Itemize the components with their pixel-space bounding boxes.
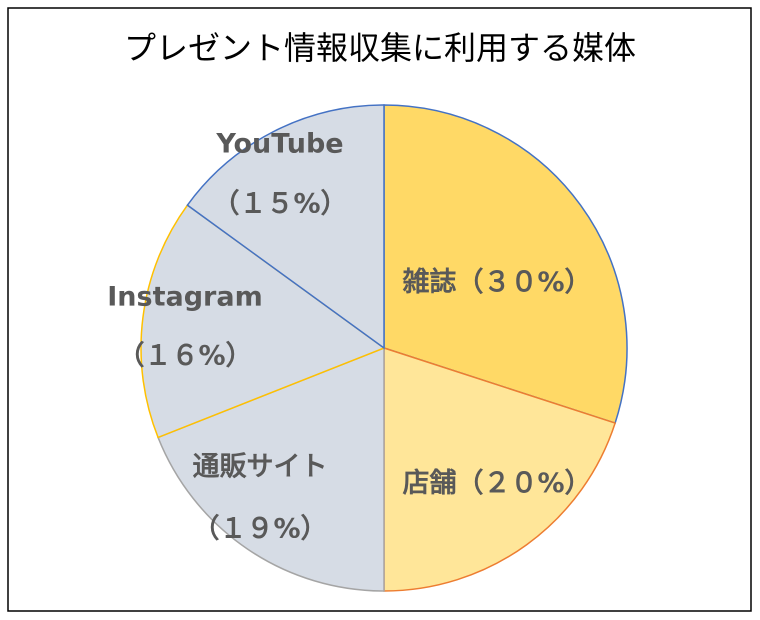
value-label: （１５%）: [212, 189, 347, 220]
value-label: （１９%）: [192, 514, 327, 545]
category-label: YouTube: [215, 129, 343, 160]
pie-slice: [383, 104, 628, 425]
slice-label: 店舗（２０%）: [402, 468, 591, 499]
pie-slice: [383, 346, 617, 592]
category-label: Instagram: [107, 282, 262, 313]
category-label: 雑誌: [401, 266, 456, 298]
value-label: （２０%）: [456, 468, 591, 499]
pie-slice: [186, 104, 385, 350]
pie-slice: [157, 346, 385, 592]
pie-slice: [140, 204, 386, 439]
category-label: 店舗: [402, 468, 456, 499]
category-label: 通販サイト: [193, 452, 328, 483]
value-label: （１６%）: [117, 341, 252, 372]
chart-title: プレゼント情報収集に利用する媒体: [124, 29, 636, 67]
slice-label: 雑誌（３０%）: [401, 266, 591, 298]
value-label: （３０%）: [456, 267, 591, 298]
